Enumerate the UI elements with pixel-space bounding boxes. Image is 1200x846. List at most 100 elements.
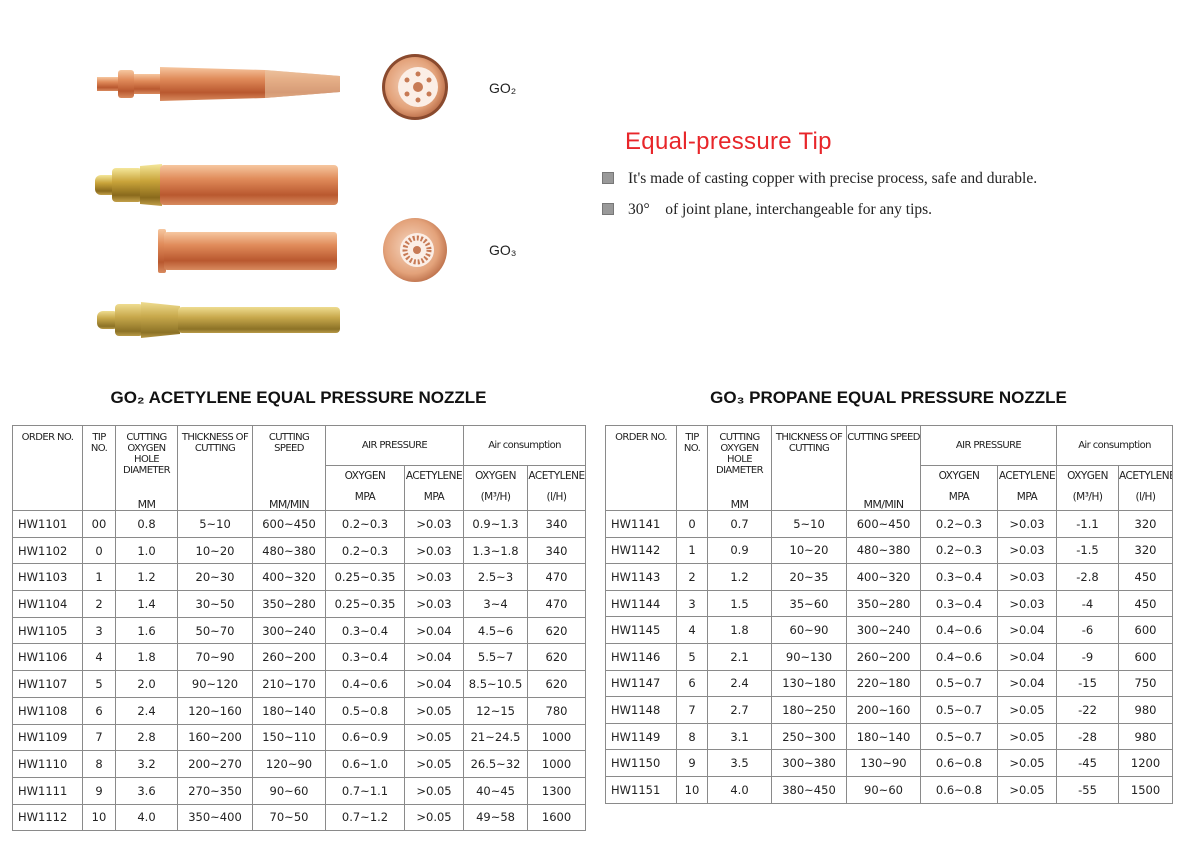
data-cell: 0.2~0.3	[325, 536, 405, 565]
data-cell: 250~300	[771, 722, 847, 751]
data-cell: 600	[1118, 642, 1174, 671]
data-cell: 350~280	[252, 590, 326, 618]
data-row: HW1146 5 2.1 90~130 260~200 0.4~0.6 >0.04 -9 600	[605, 642, 1174, 671]
data-cell: -55	[1056, 775, 1120, 804]
bullet: 30° of joint plane, interchangeable for …	[602, 201, 932, 219]
data-cell: >0.04	[403, 670, 465, 698]
data-cell: 220~180	[846, 669, 921, 698]
data-cell: 3.6	[115, 776, 178, 805]
data-cell: 20~30	[177, 563, 253, 592]
data-cell: >0.05	[403, 750, 465, 778]
header-label: CUTTING SPEED	[268, 432, 310, 454]
header-label: OXYGEN	[1067, 470, 1108, 482]
data-cell: 450	[1118, 563, 1174, 591]
data-cell: 2.8	[115, 723, 178, 752]
data-cell: HW1105	[12, 616, 83, 645]
header-cell-inner: ORDER NO.	[14, 432, 82, 510]
data-row: HW1143 2 1.2 20~35 400~320 0.3~0.4 >0.03 -2.8 45…	[605, 563, 1174, 591]
data-cell: 1.4	[115, 590, 178, 618]
header-label: ORDER NO.	[21, 432, 74, 443]
data-row: HW1142 1 0.9 10~20 480~380 0.2~0.3 >0.03 -1.5 32…	[605, 536, 1174, 565]
table-title: GO₂ ACETYLENE EQUAL PRESSURE NOZZLE	[110, 388, 487, 407]
data-cell: 1	[82, 563, 116, 592]
data-cell: 4.5~6	[463, 616, 529, 645]
header-label: OXYGEN	[938, 470, 980, 482]
header-row: ORDER NO. TIP NO. CUTTING OXYGEN HOLE DIAM…	[605, 425, 1174, 511]
tube-go3	[158, 229, 337, 273]
data-cell: 1000	[527, 750, 587, 778]
data-cell: >0.05	[403, 776, 465, 805]
sub-header-cell: ACETYLENE (l/H)	[1118, 465, 1174, 511]
sub-header-cell: ACETYLENE MPA	[996, 465, 1058, 511]
data-cell: HW1108	[12, 696, 83, 725]
data-cell: 0.25~0.35	[325, 563, 405, 592]
header-cell: THICKNESS OF CUTTING	[771, 425, 847, 511]
table-body: ORDER NO. TIP NO. CUTTING OXYGEN HOLE DIAM…	[605, 425, 1174, 804]
header-cell: CUTTING SPEED MM/MIN	[846, 425, 921, 511]
header-label: TIP NO.	[90, 432, 108, 454]
sub-header-cell: OXYGEN (M³/H)	[1056, 465, 1120, 511]
header-cell: CUTTING OXYGEN HOLE DIAMETER MM	[115, 425, 178, 511]
data-cell: 90~120	[177, 670, 253, 698]
data-cell: 2.5~3	[463, 563, 529, 592]
spec-table: ORDER NO. TIP NO. CUTTING OXYGEN HOLE DIAM…	[605, 425, 1174, 804]
data-cell: -2.8	[1056, 563, 1120, 591]
data-cell: 150~110	[252, 723, 326, 752]
data-cell: 980	[1118, 722, 1174, 751]
header-unit: MPA	[1016, 491, 1038, 503]
data-cell: 8.5~10.5	[463, 670, 529, 698]
data-cell: 0.4~0.6	[325, 670, 405, 698]
data-cell: 0.9~1.3	[463, 510, 529, 538]
data-cell: 90~60	[846, 775, 921, 804]
data-cell: >0.04	[996, 642, 1058, 671]
bullet-icon	[602, 203, 614, 215]
data-cell: -28	[1056, 722, 1120, 751]
data-cell: 2.1	[707, 642, 772, 671]
header-label: THICKNESS OF CUTTING	[775, 432, 843, 454]
data-cell: 6	[82, 696, 116, 725]
data-cell: 0.3~0.4	[325, 616, 405, 645]
data-cell: 26.5~32	[463, 750, 529, 778]
data-cell: HW1109	[12, 723, 83, 752]
sub-header-cell: OXYGEN (M³/H)	[463, 465, 529, 511]
header-label: ORDER NO.	[615, 432, 667, 443]
data-cell: 3	[676, 589, 708, 618]
data-cell: HW1106	[12, 643, 83, 672]
header-cell-inner: CUTTING SPEED MM/MIN	[848, 432, 920, 510]
data-cell: -1.1	[1056, 510, 1120, 538]
data-row: HW1106 4 1.8 70~90 260~200 0.3~0.4 >0.04 5.5~7 6…	[12, 643, 587, 672]
data-cell: 10~20	[771, 536, 847, 565]
data-cell: >0.03	[996, 536, 1058, 565]
data-cell: 0.3~0.4	[920, 589, 998, 618]
header-unit: (M³/H)	[1072, 491, 1103, 503]
data-cell: 49~58	[463, 803, 529, 832]
data-cell: 400~320	[846, 563, 921, 591]
header-unit: MPA	[423, 491, 445, 503]
header-unit: MM	[730, 498, 749, 511]
data-cell: 2.4	[115, 696, 178, 725]
data-cell: 70~50	[252, 803, 326, 832]
data-cell: HW1141	[605, 510, 677, 538]
data-cell: 300~240	[252, 616, 326, 645]
data-cell: 10	[82, 803, 116, 832]
header-label: ACETYLENE	[1119, 470, 1173, 482]
data-cell: 1.0	[115, 536, 178, 565]
data-cell: 4.0	[115, 803, 178, 832]
header-cell-inner: THICKNESS OF CUTTING	[179, 432, 252, 510]
header-group: Air consumption	[1056, 425, 1174, 466]
data-row: HW1107 5 2.0 90~120 210~170 0.4~0.6 >0.04 8.5~1…	[12, 670, 587, 698]
data-cell: 300~380	[771, 749, 847, 777]
data-cell: 5	[676, 642, 708, 671]
data-cell: HW1142	[605, 536, 677, 565]
header-label: Air consumption	[1078, 440, 1151, 451]
header-cell-inner: CUTTING OXYGEN HOLE DIAMETER MM	[117, 432, 177, 510]
header-group: Air consumption	[463, 425, 587, 466]
data-cell: 260~200	[846, 642, 921, 671]
header-group: AIR PRESSURE	[324, 425, 465, 466]
data-cell: 21~24.5	[463, 723, 529, 752]
header-label: OXYGEN	[344, 470, 386, 482]
data-row: HW1101 00 0.8 5~10 600~450 0.2~0.3 >0.03 0.9~1.…	[12, 510, 587, 538]
data-cell: 480~380	[846, 536, 921, 565]
data-cell: 0.2~0.3	[920, 510, 998, 538]
header-label: ACETYLENE	[998, 470, 1056, 482]
